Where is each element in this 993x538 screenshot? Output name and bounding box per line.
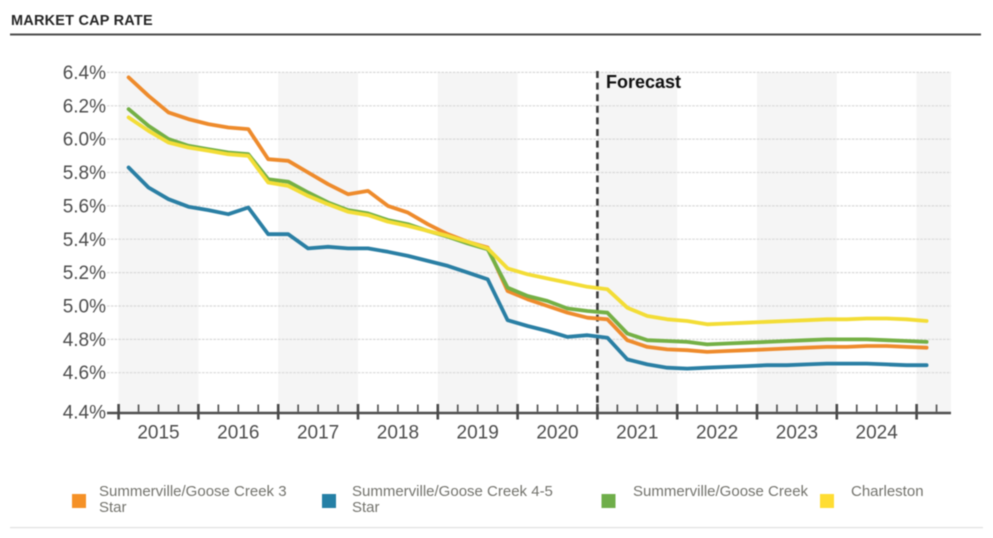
svg-text:4.6%: 4.6% [63,363,106,384]
svg-text:5.2%: 5.2% [63,263,106,284]
svg-text:2019: 2019 [457,423,499,444]
svg-text:2017: 2017 [297,423,339,444]
svg-text:2015: 2015 [137,423,179,444]
svg-text:2022: 2022 [696,423,738,444]
svg-text:Summerville/Goose Creek 3: Summerville/Goose Creek 3 [99,483,287,500]
svg-text:MARKET CAP RATE: MARKET CAP RATE [11,13,153,29]
svg-text:4.8%: 4.8% [63,330,106,351]
svg-text:Star: Star [99,499,127,516]
svg-text:Star: Star [352,499,380,516]
svg-text:2021: 2021 [616,423,658,444]
svg-text:Charleston: Charleston [851,483,924,500]
svg-text:2018: 2018 [377,423,419,444]
svg-text:5.6%: 5.6% [63,196,106,217]
svg-text:6.2%: 6.2% [63,96,106,117]
svg-text:6.0%: 6.0% [63,130,106,151]
svg-text:6.4%: 6.4% [63,63,106,84]
svg-text:2020: 2020 [536,423,578,444]
svg-text:4.4%: 4.4% [63,403,106,424]
svg-text:5.0%: 5.0% [63,297,106,318]
svg-text:Summerville/Goose Creek 4-5: Summerville/Goose Creek 4-5 [352,483,553,500]
svg-text:Summerville/Goose Creek: Summerville/Goose Creek [633,483,809,500]
svg-text:2023: 2023 [776,423,818,444]
svg-text:Forecast: Forecast [606,72,681,92]
svg-text:2024: 2024 [856,423,899,444]
svg-text:2016: 2016 [217,423,259,444]
svg-text:5.4%: 5.4% [63,230,106,251]
svg-text:5.8%: 5.8% [63,163,106,184]
